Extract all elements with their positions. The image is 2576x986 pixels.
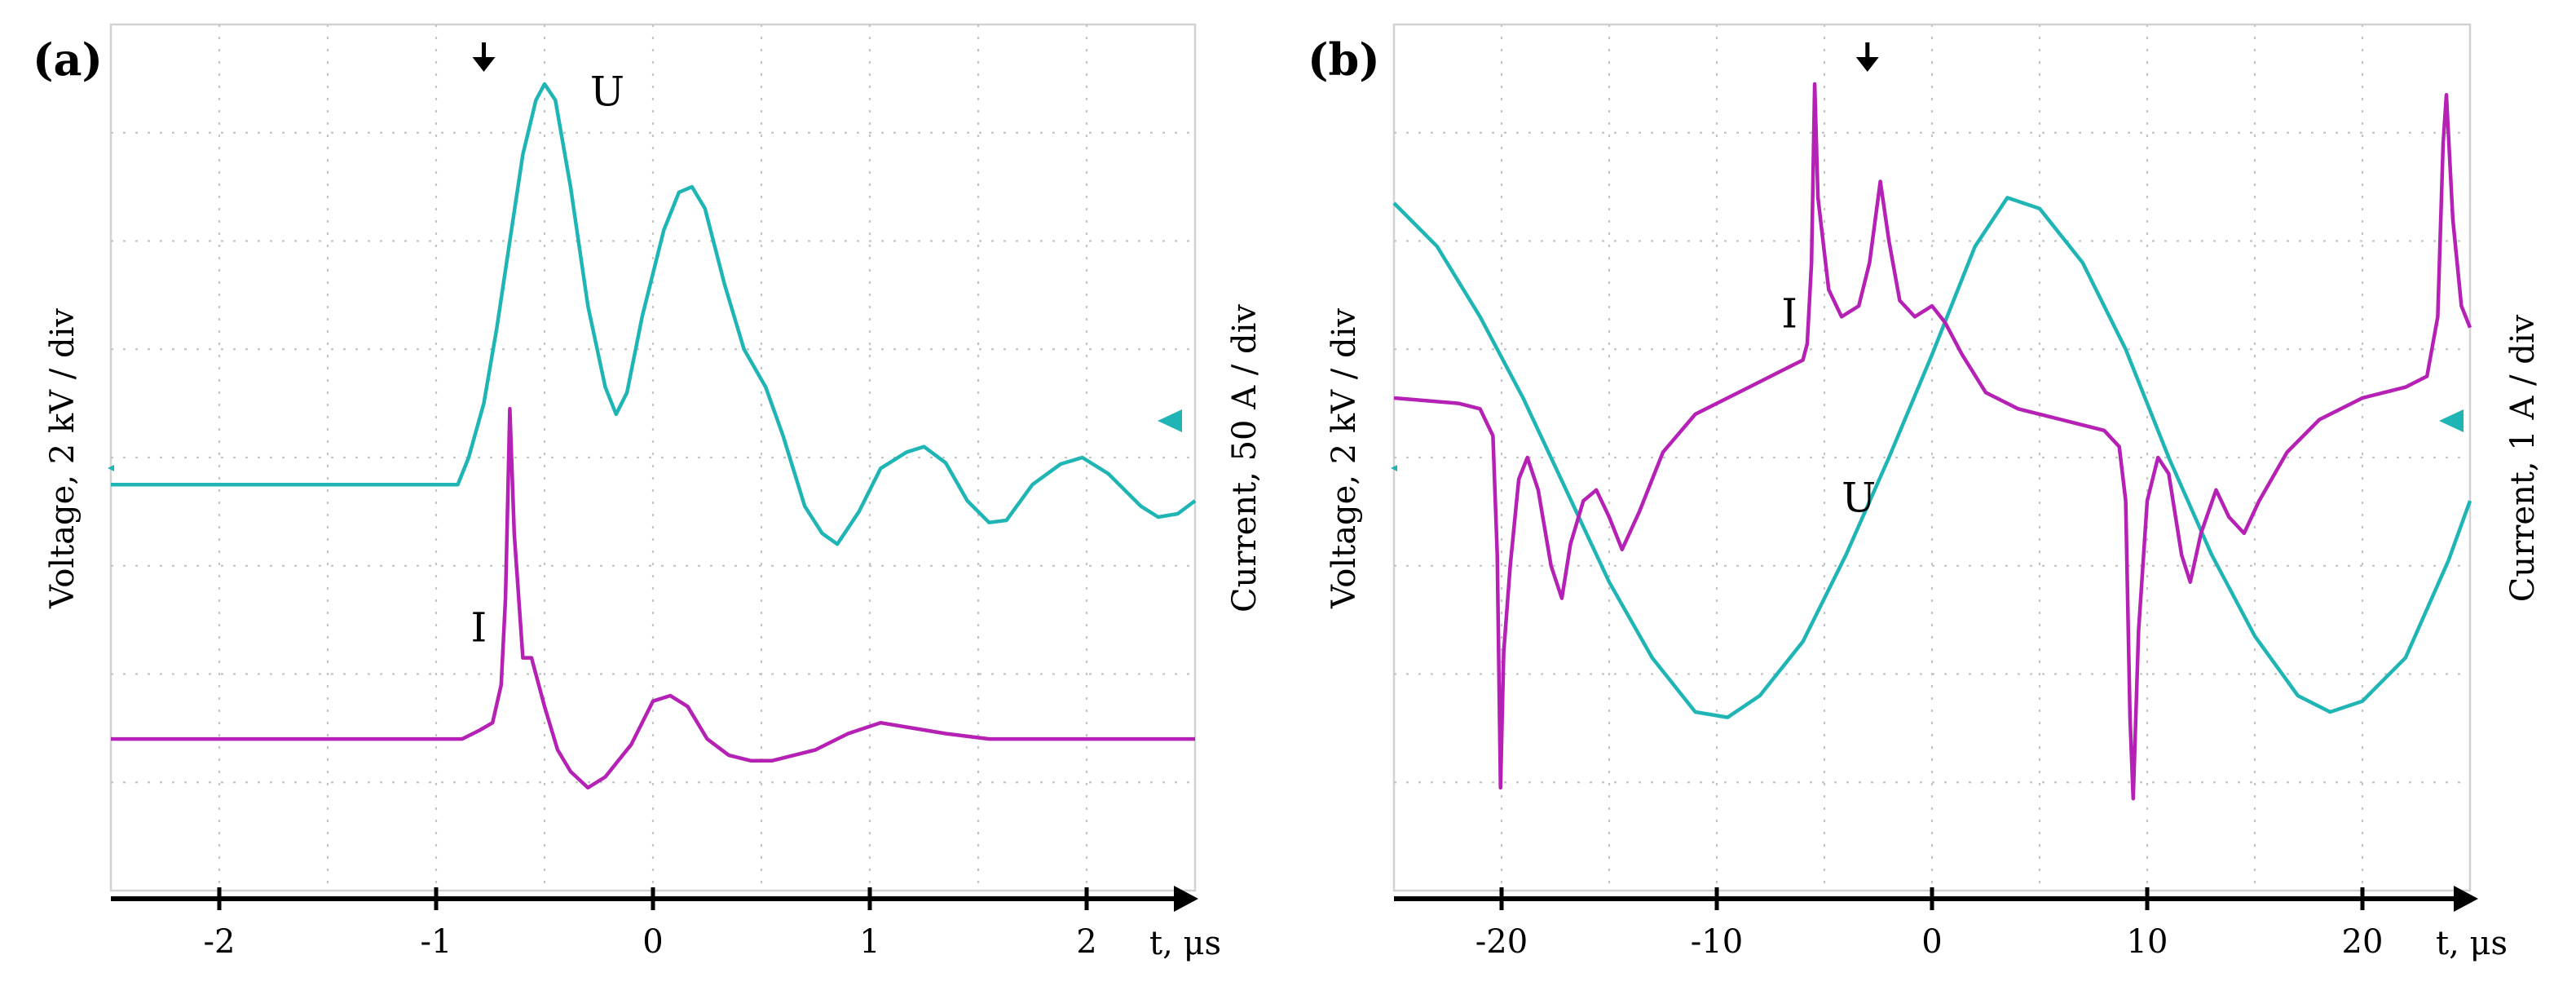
panel-a-current-level-marker [1158,409,1182,432]
panel-b-grid [1394,24,2470,891]
panel-a-x-tick-label: -1 [421,923,452,961]
panel-b-label: (b) [1308,33,1380,86]
panel-b-x-ticks: -20 -10 0 10 20 [1475,887,2384,961]
panel-b-current-trace [1393,82,2472,801]
panel-b: (b) U I -20 -10 0 10 20 t, μs Voltage, 2 kV … [1308,23,2542,962]
panel-b-voltage-trace [1392,196,2472,719]
panel-a-current-label: I [471,604,487,652]
trigger-arrow-head [472,57,496,72]
panel-a-x-tick-label: 1 [859,923,880,961]
panel-a-x-tick-label: 0 [642,923,663,961]
panel-a-y-left-title: Voltage, 2 kV / div [44,308,82,609]
trigger-arrow-head [1855,57,1879,72]
panel-a-x-axis-arrow [1174,886,1198,912]
panel-b-x-tick-label: -10 [1691,923,1743,961]
panel-a-voltage-trace [111,82,1197,546]
panel-a-voltage-label: U [590,69,624,116]
panel-a: (a) U I -2 -1 0 1 2 t, μs Voltage, 2 kV / di… [33,23,1264,962]
panel-b-current-label: I [1781,290,1797,338]
panel-a-trigger-marker [472,42,496,72]
panel-a-label: (a) [33,33,103,86]
panel-b-y-right-title: Current, 1 A / div [2504,314,2542,602]
panel-b-x-tick-label: 0 [1921,923,1942,961]
panel-b-x-tick-label: 10 [2127,923,2168,961]
panel-a-x-unit: t, μs [1149,925,1221,962]
panel-b-current-level-marker [2439,409,2464,432]
panel-a-current-trace [111,407,1195,790]
panel-a-y-right-title: Current, 50 A / div [1226,304,1264,612]
panel-b-x-unit: t, μs [2436,925,2508,962]
panel-a-x-tick-label: -2 [204,923,236,961]
panel-b-voltage-level-marker [1391,465,1397,471]
panel-a-x-tick-label: 2 [1076,923,1096,961]
panel-a-grid [111,24,1195,891]
panel-b-x-tick-label: -20 [1475,923,1528,961]
panel-b-voltage-label: U [1842,474,1876,521]
panel-b-trigger-marker [1855,42,1879,72]
panel-a-x-ticks: -2 -1 0 1 2 [204,887,1097,961]
panel-a-voltage-level-marker [108,465,114,471]
panel-b-x-axis-arrow [2454,886,2478,912]
panel-b-x-tick-label: 20 [2342,923,2384,961]
panel-b-y-left-title: Voltage, 2 kV / div [1325,308,1363,609]
